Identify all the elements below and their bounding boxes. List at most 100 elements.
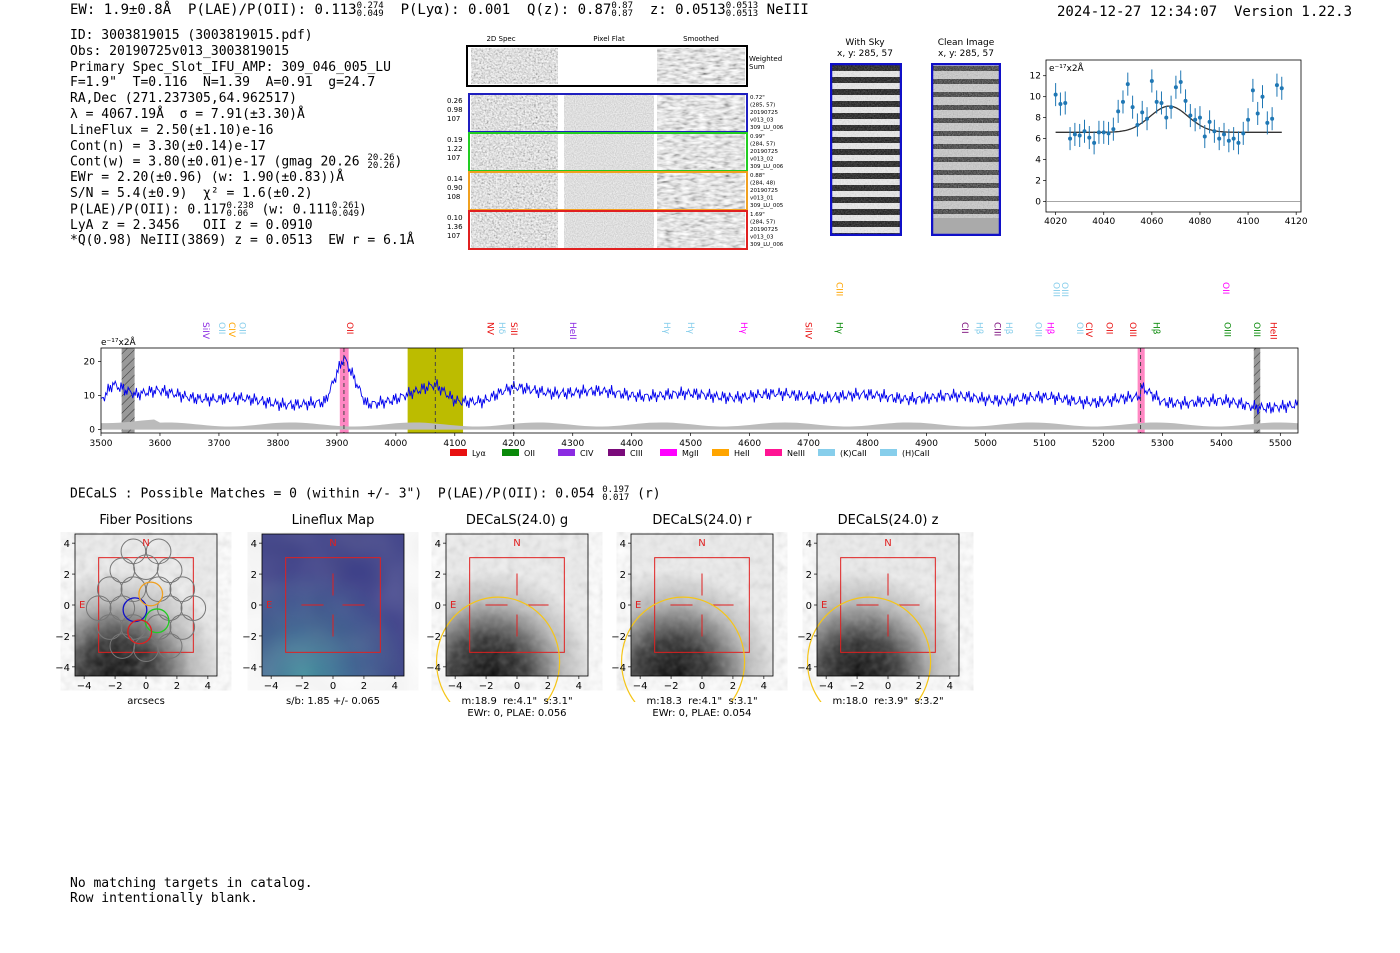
- panel-image: N E −4 −4 −2 −2 0 0 2 2 4 4: [55, 533, 218, 692]
- footer-line-2: Row intentionally blank.: [70, 891, 258, 906]
- spectrum-x-tick-label: 3700: [207, 439, 230, 449]
- panel-y-tick-label: −2: [55, 632, 70, 643]
- panel-x-tick-label: −4: [448, 681, 463, 692]
- info-radec: RA,Dec (271.237305,64.962517): [70, 91, 297, 107]
- contw-lower: 20.26: [367, 161, 395, 172]
- emission-line-label: CII: [959, 322, 969, 334]
- zoom-data-point: [1111, 127, 1116, 132]
- zoom-data-point: [1270, 116, 1275, 121]
- z-upper: 0.0513: [725, 1, 759, 11]
- zoom-data-point: [1130, 105, 1135, 110]
- imaging-panel: DECaLS(24.0) z N E −4 −4 −2 −2 0 0 2 2 4 4 m:18.0 re:…: [787, 510, 974, 725]
- col-pixel-flat: Pixel Flat: [593, 35, 625, 43]
- panel-x-tick-label: 0: [143, 681, 149, 692]
- plae-lower: 0.049: [356, 9, 384, 19]
- panel-caption: arcsecs: [127, 696, 165, 707]
- zoom-y-tick-label: 10: [1030, 93, 1041, 103]
- spectrum-x-tick-label: 4200: [502, 439, 525, 449]
- catalog-footer: No matching targets in catalog. Row inten…: [70, 876, 313, 906]
- decals-band: (r): [637, 486, 661, 502]
- emission-line-label: OIII: [1059, 282, 1069, 297]
- masked-region: [1253, 348, 1261, 433]
- sky-background: [101, 419, 1298, 430]
- fiber-circle: [85, 595, 112, 621]
- legend-swatch: [765, 449, 782, 456]
- plae-value: 0.113: [314, 2, 357, 18]
- spectrum-x-tick-label: 4300: [561, 439, 584, 449]
- panel-x-tick-label: 4: [761, 681, 767, 692]
- emission-line-label: OII: [344, 322, 354, 334]
- north-label: N: [142, 538, 149, 549]
- emission-line-label: OII: [1074, 322, 1084, 334]
- imaging-panel: DECaLS(24.0) g N E −4 −4 −2 −2 0 0 2 2 4 4 m:18.9 re:…: [416, 510, 603, 725]
- cutout-pixel-flat: [564, 212, 654, 248]
- zoom-data-point: [1207, 119, 1212, 124]
- north-label: N: [884, 538, 891, 549]
- panel-x-tick-label: −2: [295, 681, 310, 692]
- panel-y-tick-label: 4: [435, 539, 441, 550]
- panel-x-tick-label: −4: [77, 681, 92, 692]
- emission-line-label: HeII: [567, 322, 577, 340]
- clean-image-title: Clean Image: [937, 38, 995, 48]
- info-id: ID: 3003819015 (3003819015.pdf): [70, 28, 313, 43]
- spectrum-x-tick-label: 5200: [1092, 439, 1115, 449]
- fiber-circle: [156, 595, 183, 621]
- line-fit-plot: e⁻¹⁷x2Å 4020 4040 4060 4080 4100 4120 0 2 4 6 8 10 1…: [1030, 59, 1308, 227]
- imaging-panels: Fiber Positions N E −4 −4 −2 −2 0 0 2 2 4 4 arcsecs Li…: [0, 510, 1000, 725]
- zoom-data-point: [1178, 80, 1183, 85]
- weighted-sum-label: Weighted Sum: [749, 55, 782, 71]
- emission-line-label: CIV: [226, 322, 236, 338]
- panel-caption-2: EWr: 0, PLAE: 0.054: [652, 708, 752, 719]
- legend-swatch: [608, 449, 625, 456]
- zoom-data-point: [1255, 111, 1260, 116]
- zoom-data-point: [1236, 140, 1241, 145]
- emission-line-label: Hγ: [833, 322, 843, 335]
- cutout-row: 0.26 0.98 107 0.72" (285, 57) 20190725 v013_03…: [447, 93, 784, 133]
- fiber-highlight: [138, 581, 164, 607]
- info-plae: P(LAE)/P(OII): 0.117 0.238 0.06 (w: 0.111 0…: [70, 200, 367, 219]
- fiber-circle: [133, 636, 159, 662]
- cutout-row-stats: 0.19 1.22 107: [447, 136, 463, 162]
- zoom-data-point: [1116, 109, 1121, 114]
- spectrum-x-tick-label: 5300: [1151, 439, 1174, 449]
- panel-title: Lineflux Map: [291, 513, 375, 528]
- panel-x-tick-label: −2: [108, 681, 123, 692]
- legend-swatch: [450, 449, 467, 456]
- north-label: N: [698, 538, 705, 549]
- cutout-row-stats: 0.26 0.98 107: [447, 97, 463, 123]
- emission-line-label: Hγ: [685, 322, 695, 335]
- galaxy-ellipse: [806, 596, 932, 702]
- panel-title: DECaLS(24.0) r: [652, 513, 752, 528]
- east-label: E: [266, 600, 272, 611]
- zoom-y-tick-label: 6: [1035, 135, 1041, 145]
- emission-line-label: CIII: [991, 322, 1001, 336]
- panel-y-tick-label: −2: [426, 632, 441, 643]
- info-plae-w-upper: 0.261: [331, 200, 360, 211]
- fiber-circle: [156, 633, 183, 659]
- emission-line-label: OIII: [1050, 282, 1060, 297]
- legend-label: MgII: [682, 449, 699, 458]
- zoom-data-point: [1096, 130, 1101, 135]
- legend-swatch: [880, 449, 897, 456]
- zoom-data-point: [1087, 135, 1092, 140]
- zoom-data-point: [1274, 83, 1279, 88]
- zoom-unit-label: e⁻¹⁷x2Å: [1049, 62, 1085, 74]
- spectrum-y-tick-label: 10: [84, 392, 96, 402]
- panel-y-tick-label: 0: [620, 601, 626, 612]
- legend-label: (H)CaII: [902, 449, 929, 458]
- emission-line-label: Hβ: [1003, 322, 1013, 335]
- legend-swatch: [502, 449, 519, 456]
- info-obs: Obs: 20190725v013_3003819015: [70, 43, 290, 59]
- spectral-cutouts: 2D Spec Pixel Flat Smoothed Weighted Sum …: [447, 35, 784, 250]
- zoom-data-point: [1092, 140, 1097, 145]
- galaxy-ellipse: [435, 596, 561, 702]
- aperture-box: [285, 557, 381, 653]
- panel-y-tick-label: −2: [797, 632, 812, 643]
- panel-caption: s/b: 1.85 +/- 0.065: [285, 696, 381, 707]
- emission-line-label: CIV: [1083, 322, 1093, 338]
- zoom-y-tick-label: 4: [1035, 156, 1041, 166]
- zoom-data-point: [1106, 131, 1111, 136]
- zoom-x-tick-label: 4120: [1285, 217, 1308, 227]
- imaging-panel: Lineflux Map N E −4 −4 −2 −2 0 0 2 2 4 4 s/b: 1.85 +/…: [232, 510, 419, 725]
- qz-lower: 0.87: [611, 9, 633, 19]
